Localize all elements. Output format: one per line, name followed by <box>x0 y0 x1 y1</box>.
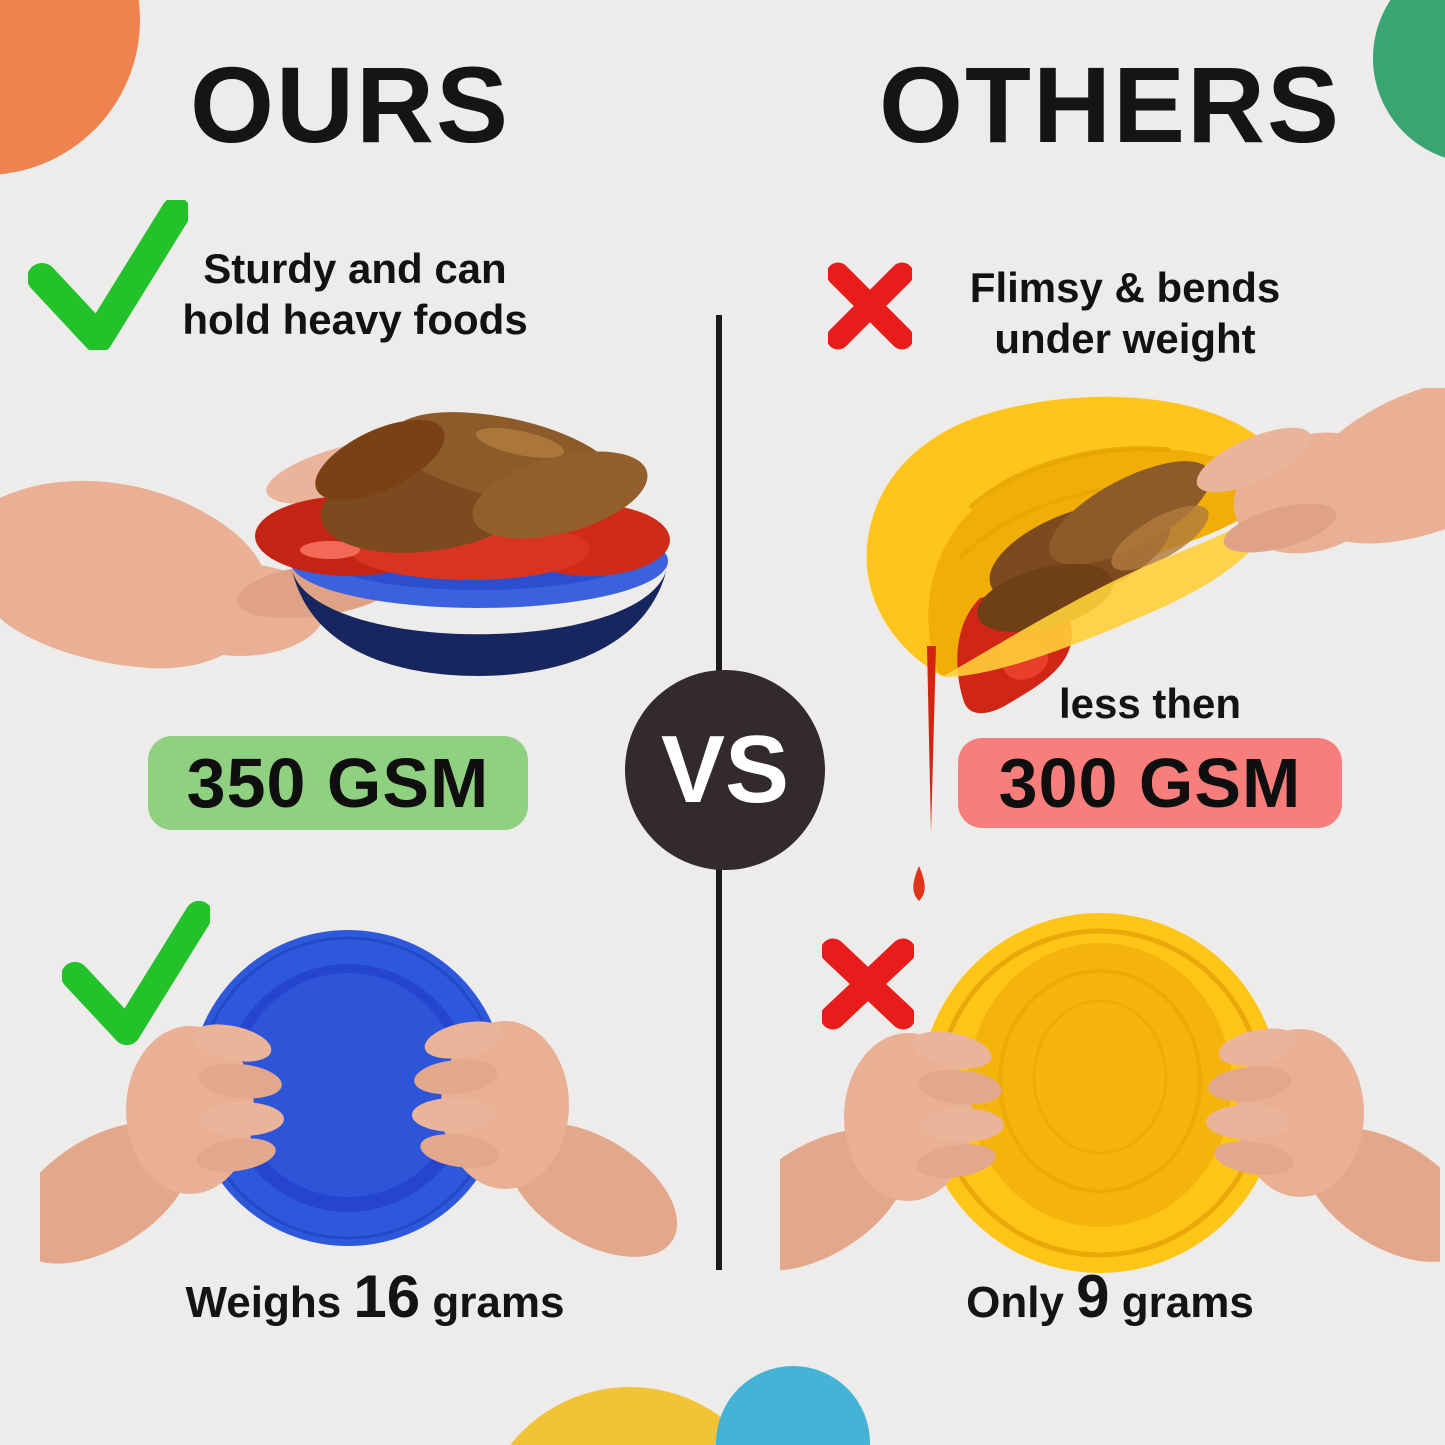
others-gsm-note: less then <box>1058 680 1242 727</box>
deco-circle-blue <box>716 1366 870 1445</box>
ours-plate-held-photo <box>0 412 670 676</box>
ours-feature-text: Sturdy and can hold heavy foods <box>130 243 580 345</box>
others-plate-bending-photo <box>866 388 1445 901</box>
ours-feature-line1: Sturdy and can <box>203 245 507 292</box>
left-hand <box>40 1024 284 1264</box>
others-feature-line1: Flimsy & bends <box>969 264 1281 311</box>
vs-circle: VS <box>625 670 825 870</box>
ours-feature-line2: hold heavy foods <box>182 296 528 343</box>
others-feature-line2: under weight <box>994 315 1256 362</box>
ours-weight-prefix: Weighs <box>185 1278 342 1327</box>
others-gsm-badge: 300 GSM <box>958 738 1342 828</box>
right-hand <box>1206 1028 1440 1262</box>
cross-icon <box>828 262 912 350</box>
ours-heading: OURS <box>189 44 511 165</box>
checkmark-icon-bottom <box>62 900 210 1046</box>
ours-weight-value: 16 <box>353 1263 421 1330</box>
cross-strokes <box>822 938 914 1030</box>
yellow-plate-center <box>968 943 1232 1227</box>
gripping-hand <box>1196 388 1445 554</box>
others-empty-plate-photo <box>780 913 1440 1273</box>
fingers <box>1223 503 1337 553</box>
ours-empty-plate-photo <box>40 930 678 1264</box>
others-gsm-label: 300 GSM <box>998 744 1302 822</box>
checkmark-stroke <box>62 900 210 1046</box>
others-weight-prefix: Only <box>966 1278 1064 1327</box>
right-hand <box>412 1021 678 1257</box>
others-weight-caption: Only 9 grams <box>810 1262 1410 1331</box>
others-weight-suffix: grams <box>1121 1278 1254 1327</box>
ours-gsm-badge: 350 GSM <box>148 736 528 830</box>
thumb <box>1196 427 1312 493</box>
checkmark-stroke <box>28 200 188 350</box>
ours-weight-caption: Weighs 16 grams <box>75 1262 675 1331</box>
checkmark-icon <box>28 200 188 350</box>
others-heading: OTHERS <box>878 44 1342 165</box>
ours-weight-suffix: grams <box>432 1278 565 1327</box>
blue-plate-center <box>236 973 460 1197</box>
others-weight-value: 9 <box>1076 1263 1110 1330</box>
chicken-wings-food <box>255 412 670 580</box>
ketchup-drip <box>913 646 936 901</box>
others-feature-text: Flimsy & bends under weight <box>905 262 1345 364</box>
vs-label: VS <box>660 716 790 823</box>
cross-icon-bottom <box>822 938 914 1030</box>
cross-strokes <box>828 262 912 350</box>
left-hand <box>780 1031 1004 1271</box>
ours-gsm-label: 350 GSM <box>186 744 490 822</box>
plate-front-lip <box>942 488 1279 678</box>
plate-underside <box>292 568 667 676</box>
